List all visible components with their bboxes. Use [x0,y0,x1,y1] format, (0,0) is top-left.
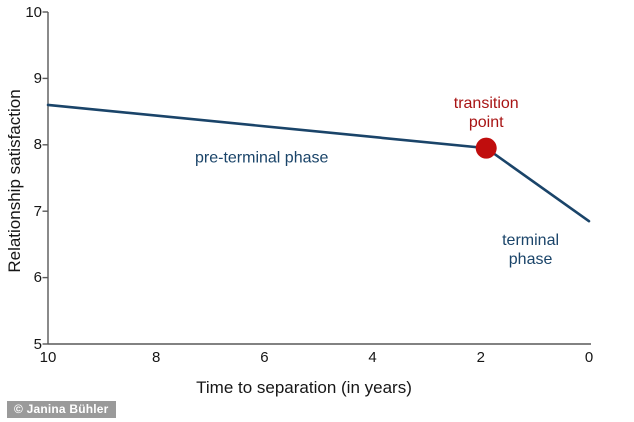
x-tick-label: 0 [584,349,594,366]
transition-label: transition point [453,94,519,131]
x-tick-label: 2 [476,349,485,366]
y-tick-label: 6 [33,269,42,287]
y-tick-label: 5 [33,335,42,353]
x-tick-label: 8 [152,349,161,366]
y-axis-title: Relationship satisfaction [5,89,24,273]
terminal-label: terminal phase [502,231,560,268]
x-tick-label: 6 [260,349,269,366]
x-tick-label: 4 [368,349,377,366]
y-tick-label: 9 [33,69,42,87]
x-tick-label: 10 [39,349,57,366]
y-tick-label: 8 [33,136,42,154]
pre-terminal-label: pre-terminal phase [194,149,329,167]
y-tick-label: 7 [33,202,42,220]
y-tick-label: 10 [25,3,42,21]
watermark: © Janina Bühler [7,401,116,418]
transition-point-marker [475,137,497,159]
x-axis-title: Time to separation (in years) [196,378,412,397]
